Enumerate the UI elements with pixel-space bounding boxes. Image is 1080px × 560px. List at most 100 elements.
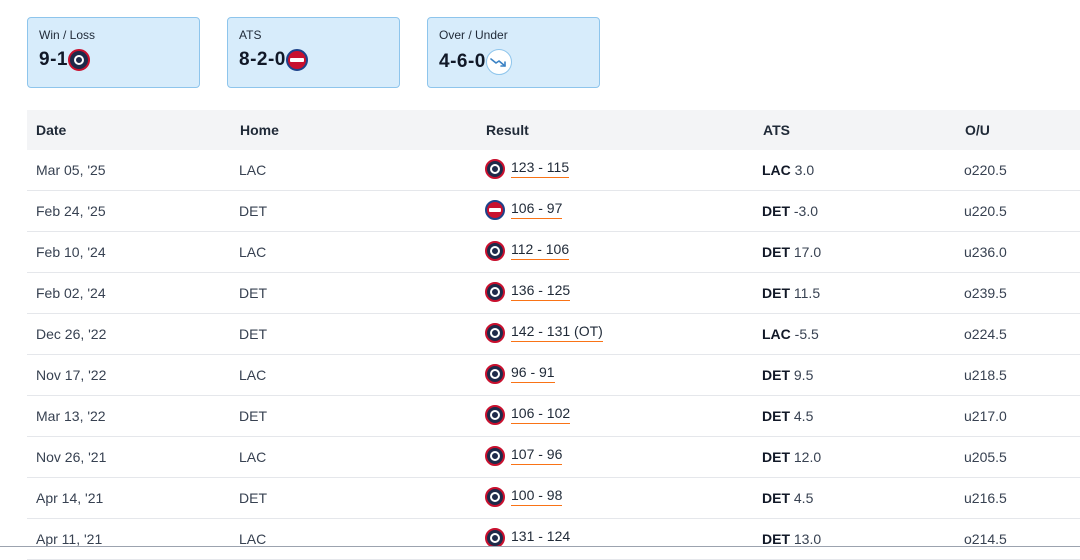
date-cell: Apr 11, '21 [27, 518, 239, 560]
stats-summary: Win / Loss 9-1 ATS 8-2-0 Over / Under 4-… [27, 17, 600, 88]
ats-team: LAC [762, 162, 791, 178]
ou-cell: u218.5 [964, 354, 1080, 396]
bottom-divider [0, 546, 1080, 551]
home-cell: LAC [239, 354, 485, 396]
home-cell: DET [239, 395, 485, 437]
ou-cell: o224.5 [964, 313, 1080, 355]
ats-line: 13.0 [793, 531, 822, 547]
result-cell: 96 - 91 [485, 354, 762, 396]
score-link[interactable]: 106 - 102 [511, 405, 571, 424]
score-link[interactable]: 123 - 115 [511, 159, 570, 178]
ats-team: DET [762, 203, 790, 219]
score-link[interactable]: 100 - 98 [511, 487, 563, 506]
score-link[interactable]: 112 - 106 [511, 241, 570, 260]
result-column-header: Result [486, 122, 529, 138]
ats-team: DET [762, 531, 790, 547]
date-cell: Feb 24, '25 [27, 190, 239, 232]
lac-logo-icon [485, 322, 505, 343]
ats-cell: LAC -5.5 [762, 313, 964, 355]
ats-line: 17.0 [793, 244, 822, 260]
ats-team: DET [762, 449, 790, 465]
ats-line: -5.5 [794, 326, 819, 342]
lac-logo-icon [485, 527, 505, 548]
ats-value: 8-2-0 [239, 49, 286, 70]
result-cell: 100 - 98 [485, 477, 762, 519]
ou-column-header: O/U [965, 122, 990, 138]
date-cell: Mar 05, '25 [27, 150, 239, 191]
trend-down-icon [485, 49, 512, 75]
home-column-header: Home [240, 122, 279, 138]
ats-team: DET [762, 285, 790, 301]
table-row: Apr 14, '21 DET 100 - 98 DET 4.5 u216.5 [27, 477, 1080, 519]
win-loss-value: 9-1 [39, 49, 68, 70]
ats-card: ATS 8-2-0 [227, 17, 400, 88]
home-cell: LAC [239, 518, 485, 560]
over-under-label: Over / Under [439, 28, 508, 42]
ats-line: 11.5 [793, 285, 821, 301]
home-cell: DET [239, 313, 485, 355]
result-cell: 142 - 131 (OT) [485, 313, 762, 355]
home-cell: LAC [239, 231, 485, 273]
table-row: Nov 17, '22 LAC 96 - 91 DET 9.5 u218.5 [27, 354, 1080, 396]
date-cell: Feb 10, '24 [27, 231, 239, 273]
result-cell: 106 - 102 [485, 395, 762, 437]
result-cell: 112 - 106 [485, 231, 762, 273]
ats-cell: DET 4.5 [762, 477, 964, 519]
ats-team: LAC [762, 326, 791, 342]
score-link[interactable]: 136 - 125 [511, 282, 571, 301]
score-link[interactable]: 142 - 131 (OT) [511, 323, 603, 342]
ats-cell: DET 9.5 [762, 354, 964, 396]
lac-logo-icon [485, 363, 505, 384]
ats-line: 4.5 [793, 408, 814, 424]
ats-cell: DET 4.5 [762, 395, 964, 437]
lac-logo-icon [485, 158, 505, 179]
ou-cell: o239.5 [964, 272, 1080, 314]
home-cell: DET [239, 477, 485, 519]
head-to-head-table: Date Home Result ATS O/U Mar 05, '25 LAC 1… [27, 110, 1080, 560]
ats-cell: DET 11.5 [762, 272, 964, 314]
home-cell: LAC [239, 436, 485, 478]
lac-logo-icon [485, 486, 505, 507]
ats-line: 9.5 [793, 367, 814, 383]
det-logo-icon [485, 199, 505, 220]
result-cell: 106 - 97 [485, 190, 762, 232]
result-cell: 136 - 125 [485, 272, 762, 314]
ats-line: -3.0 [793, 203, 819, 219]
ats-column-header: ATS [763, 122, 790, 138]
date-cell: Apr 14, '21 [27, 477, 239, 519]
lac-logo-icon [485, 240, 505, 261]
ats-line: 3.0 [794, 162, 815, 178]
table-row: Feb 02, '24 DET 136 - 125 DET 11.5 o239.5 [27, 272, 1080, 314]
date-cell: Dec 26, '22 [27, 313, 239, 355]
ou-cell: u205.5 [964, 436, 1080, 478]
lac-logo-icon [485, 445, 505, 466]
ats-cell: DET -3.0 [762, 190, 964, 232]
ats-label: ATS [239, 28, 262, 42]
result-cell: 131 - 124 [485, 518, 762, 560]
date-cell: Nov 26, '21 [27, 436, 239, 478]
win-loss-card: Win / Loss 9-1 [27, 17, 200, 88]
result-cell: 107 - 96 [485, 436, 762, 478]
table-row: Nov 26, '21 LAC 107 - 96 DET 12.0 u205.5 [27, 436, 1080, 478]
lac-logo-icon [67, 49, 90, 71]
ats-cell: DET 12.0 [762, 436, 964, 478]
score-link[interactable]: 106 - 97 [511, 200, 563, 219]
date-cell: Nov 17, '22 [27, 354, 239, 396]
ou-cell: o220.5 [964, 150, 1080, 191]
table-row: Dec 26, '22 DET 142 - 131 (OT) LAC -5.5 o224… [27, 313, 1080, 355]
table-header-row: Date Home Result ATS O/U [27, 110, 1080, 150]
ats-line: 4.5 [793, 490, 814, 506]
date-cell: Mar 13, '22 [27, 395, 239, 437]
ou-cell: u217.0 [964, 395, 1080, 437]
lac-logo-icon [485, 281, 505, 302]
over-under-value: 4-6-0 [439, 51, 486, 72]
score-link[interactable]: 107 - 96 [511, 446, 563, 465]
table-row: Feb 24, '25 DET 106 - 97 DET -3.0 u220.5 [27, 190, 1080, 232]
score-link[interactable]: 96 - 91 [511, 364, 555, 383]
ou-cell: u236.0 [964, 231, 1080, 273]
score-link[interactable]: 131 - 124 [511, 528, 571, 547]
home-cell: DET [239, 272, 485, 314]
ats-team: DET [762, 367, 790, 383]
ats-cell: DET 13.0 [762, 518, 964, 560]
lac-logo-icon [485, 404, 505, 425]
